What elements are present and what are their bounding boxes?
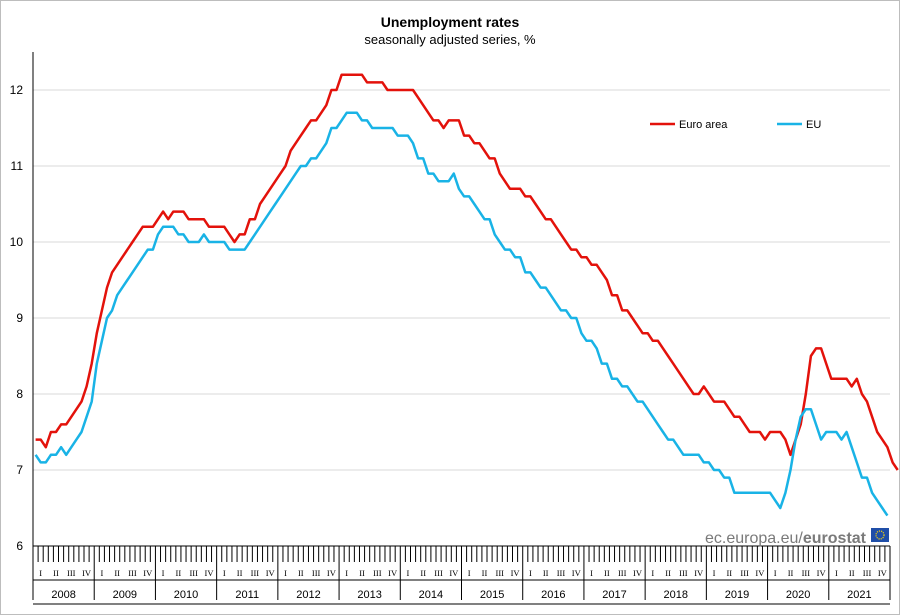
y-tick-label: 6 bbox=[16, 539, 23, 553]
x-quarter-label: I bbox=[39, 568, 42, 578]
y-tick-label: 7 bbox=[16, 463, 23, 477]
x-quarter-label: III bbox=[67, 568, 76, 578]
x-quarter-label: II bbox=[237, 568, 243, 578]
x-year-label: 2020 bbox=[786, 589, 810, 601]
x-quarter-label: I bbox=[162, 568, 165, 578]
x-quarter-label: IV bbox=[327, 568, 337, 578]
source-credit: ec.europa.eu/ eurostat bbox=[705, 528, 889, 547]
x-quarter-label: II bbox=[604, 568, 610, 578]
x-quarter-label: II bbox=[482, 568, 488, 578]
x-quarter-label: II bbox=[53, 568, 59, 578]
x-quarter-label: IV bbox=[755, 568, 765, 578]
x-quarter-label: IV bbox=[694, 568, 704, 578]
x-quarter-label: IV bbox=[817, 568, 827, 578]
x-quarter-label: III bbox=[863, 568, 872, 578]
x-quarter-label: IV bbox=[878, 568, 888, 578]
x-quarter-label: I bbox=[651, 568, 654, 578]
x-quarter-label: IV bbox=[204, 568, 214, 578]
x-quarter-label: IV bbox=[572, 568, 582, 578]
x-quarter-label: I bbox=[529, 568, 532, 578]
y-tick-label: 9 bbox=[16, 311, 23, 325]
x-quarter-label: III bbox=[128, 568, 137, 578]
x-quarter-label: IV bbox=[511, 568, 521, 578]
x-quarter-label: II bbox=[849, 568, 855, 578]
x-quarter-label: I bbox=[713, 568, 716, 578]
x-quarter-label: II bbox=[176, 568, 182, 578]
x-quarter-label: III bbox=[251, 568, 260, 578]
gridlines bbox=[33, 89, 890, 471]
x-quarter-label: III bbox=[189, 568, 198, 578]
x-quarter-label: II bbox=[726, 568, 732, 578]
x-quarter-label: I bbox=[223, 568, 226, 578]
x-year-label: 2008 bbox=[51, 589, 75, 601]
x-quarter-label: II bbox=[665, 568, 671, 578]
x-quarter-label: II bbox=[298, 568, 304, 578]
x-year-label: 2018 bbox=[664, 589, 688, 601]
x-quarter-label: I bbox=[345, 568, 348, 578]
x-year-label: 2009 bbox=[113, 589, 137, 601]
legend-label-euro-area: Euro area bbox=[679, 119, 728, 131]
x-quarter-label: I bbox=[835, 568, 838, 578]
x-quarter-label: I bbox=[284, 568, 287, 578]
y-tick-label: 8 bbox=[16, 387, 23, 401]
x-quarter-label: III bbox=[802, 568, 811, 578]
x-quarter-label: IV bbox=[82, 568, 92, 578]
x-quarter-label: IV bbox=[449, 568, 459, 578]
x-quarter-label: III bbox=[496, 568, 505, 578]
x-year-label: 2010 bbox=[174, 589, 198, 601]
x-quarter-label: III bbox=[679, 568, 688, 578]
x-year-label: 2011 bbox=[235, 589, 259, 601]
series-line-eu bbox=[34, 111, 889, 517]
series-line-euro-area bbox=[35, 73, 899, 471]
x-quarter-label: III bbox=[373, 568, 382, 578]
x-quarter-label: II bbox=[543, 568, 549, 578]
legend: Euro area EU bbox=[650, 119, 821, 131]
x-year-label: 2016 bbox=[541, 589, 565, 601]
x-quarter-label: IV bbox=[143, 568, 153, 578]
x-quarter-label: II bbox=[359, 568, 365, 578]
x-quarter-label: IV bbox=[388, 568, 398, 578]
x-quarter-label: I bbox=[468, 568, 471, 578]
x-year-label: 2019 bbox=[725, 589, 749, 601]
x-year-label: 2013 bbox=[357, 589, 381, 601]
x-year-label: 2021 bbox=[847, 589, 871, 601]
chart-title: Unemployment rates bbox=[380, 14, 520, 30]
x-quarter-label: III bbox=[434, 568, 443, 578]
y-axis-tick-labels: 6 7 8 9 10 11 12 bbox=[10, 83, 24, 553]
y-tick-label: 12 bbox=[10, 83, 24, 97]
x-year-label: 2012 bbox=[296, 589, 320, 601]
y-tick-label: 10 bbox=[10, 235, 24, 249]
x-quarter-label: I bbox=[100, 568, 103, 578]
x-quarter-label: II bbox=[114, 568, 120, 578]
x-quarter-label: III bbox=[740, 568, 749, 578]
x-quarter-label: I bbox=[774, 568, 777, 578]
x-quarter-label: IV bbox=[266, 568, 276, 578]
eu-flag-icon bbox=[871, 528, 889, 542]
x-quarter-label: I bbox=[590, 568, 593, 578]
source-brand: eurostat bbox=[803, 530, 867, 547]
legend-label-eu: EU bbox=[806, 119, 821, 131]
x-year-label: 2017 bbox=[602, 589, 626, 601]
x-quarter-label: II bbox=[788, 568, 794, 578]
series-lines bbox=[34, 73, 899, 517]
x-quarter-label: III bbox=[618, 568, 627, 578]
x-year-label: 2014 bbox=[419, 589, 443, 601]
x-quarter-label: IV bbox=[633, 568, 643, 578]
x-quarter-label: III bbox=[312, 568, 321, 578]
source-prefix: ec.europa.eu/ bbox=[705, 530, 803, 547]
chart-subtitle: seasonally adjusted series, % bbox=[364, 32, 536, 47]
x-year-label: 2015 bbox=[480, 589, 504, 601]
x-quarter-label: I bbox=[407, 568, 410, 578]
y-tick-label: 11 bbox=[11, 159, 24, 173]
x-quarter-label: II bbox=[420, 568, 426, 578]
x-quarter-label: III bbox=[557, 568, 566, 578]
